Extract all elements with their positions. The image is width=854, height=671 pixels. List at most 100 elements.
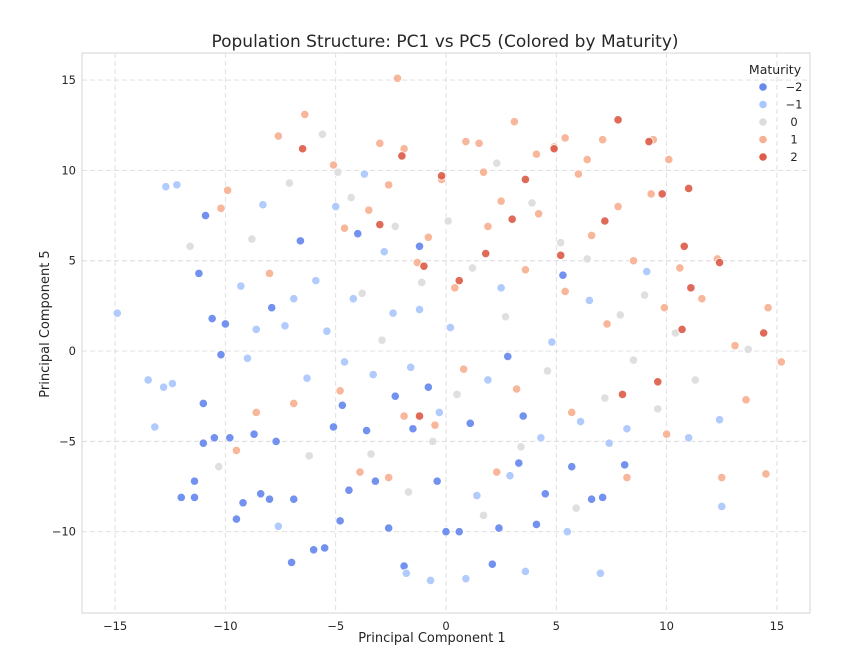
data-point [384, 180, 394, 190]
data-point [653, 377, 663, 387]
data-point [390, 221, 400, 232]
data-point [273, 131, 283, 141]
data-point [392, 73, 403, 83]
data-point [604, 438, 614, 448]
data-point [300, 109, 310, 120]
data-point [496, 196, 506, 206]
data-point [602, 319, 612, 329]
data-point [335, 516, 345, 526]
data-point [403, 487, 414, 497]
data-point [348, 294, 358, 304]
data-point [346, 192, 356, 203]
data-point [364, 205, 374, 215]
data-point [436, 171, 447, 181]
data-point [558, 270, 568, 280]
data-point [675, 263, 685, 273]
data-point [560, 286, 570, 297]
data-point [370, 476, 381, 486]
data-point [454, 527, 464, 537]
data-point [507, 214, 517, 224]
data-point [697, 294, 707, 304]
data-point [337, 400, 347, 410]
data-point [414, 241, 425, 251]
data-point [236, 281, 246, 291]
data-point [679, 241, 689, 251]
data-point [417, 277, 427, 288]
data-point [216, 350, 226, 360]
data-point [478, 510, 489, 521]
data-point [527, 198, 537, 208]
data-point [428, 436, 438, 446]
data-point [322, 326, 332, 336]
data-point [567, 407, 577, 418]
data-point [258, 200, 268, 210]
data-point [617, 389, 628, 400]
data-point [514, 458, 524, 468]
data-point [309, 545, 319, 555]
data-point [573, 169, 583, 179]
legend-label: 1 [790, 133, 797, 147]
data-point [298, 144, 308, 154]
data-point [776, 357, 786, 367]
data-point [450, 283, 460, 293]
data-point [390, 391, 400, 401]
data-point [520, 265, 531, 275]
data-point [384, 472, 394, 483]
y-tick-label: 15 [61, 73, 76, 87]
data-point [375, 138, 385, 148]
data-point [355, 467, 365, 477]
data-point [478, 167, 489, 177]
data-point [231, 445, 242, 456]
data-point [445, 322, 456, 333]
legend-label: 2 [790, 150, 797, 164]
x-tick-label: −10 [213, 619, 237, 633]
data-point [547, 337, 557, 347]
data-point [368, 369, 378, 380]
data-point [161, 182, 171, 192]
data-point [176, 492, 186, 502]
data-point [366, 449, 376, 459]
data-point [511, 384, 522, 394]
legend-label: −2 [786, 80, 803, 94]
data-point [397, 151, 407, 161]
x-tick-label: 0 [442, 619, 449, 633]
data-point [167, 378, 178, 389]
data-point [540, 489, 550, 499]
data-point [220, 319, 230, 329]
chart-title: Population Structure: PC1 vs PC5 (Colore… [211, 32, 678, 52]
legend-marker [758, 134, 768, 145]
legend: Maturity −2 −1 0 1 2 [749, 62, 803, 164]
data-point [461, 136, 471, 147]
data-point [613, 201, 623, 212]
data-point [198, 438, 208, 448]
y-tick-label: −5 [59, 434, 76, 448]
data-point [311, 276, 321, 286]
legend-marker [758, 152, 768, 162]
data-point [172, 180, 182, 190]
data-point [251, 407, 261, 418]
data-point [331, 201, 341, 212]
data-point [571, 503, 581, 513]
data-point [622, 424, 632, 434]
data-point [185, 241, 195, 251]
data-point [189, 492, 200, 502]
tick-labels: −15 −10 −5 0 5 10 15 −10 −5 0 5 10 15 [52, 73, 785, 633]
data-point [425, 575, 436, 586]
data-point [271, 436, 281, 446]
data-point [730, 341, 740, 351]
data-point [423, 382, 433, 392]
data-point [759, 328, 769, 338]
data-point [251, 324, 261, 334]
data-point [531, 519, 542, 530]
data-point [256, 489, 266, 499]
data-point [159, 382, 169, 392]
data-point [582, 254, 592, 264]
data-point [492, 158, 502, 168]
data-point [302, 373, 312, 383]
y-tick-label: 5 [69, 254, 76, 268]
x-tick-label: −5 [327, 619, 344, 633]
data-point [653, 404, 663, 414]
legend-marker [758, 99, 768, 110]
data-point [207, 313, 217, 324]
data-point [542, 366, 553, 376]
